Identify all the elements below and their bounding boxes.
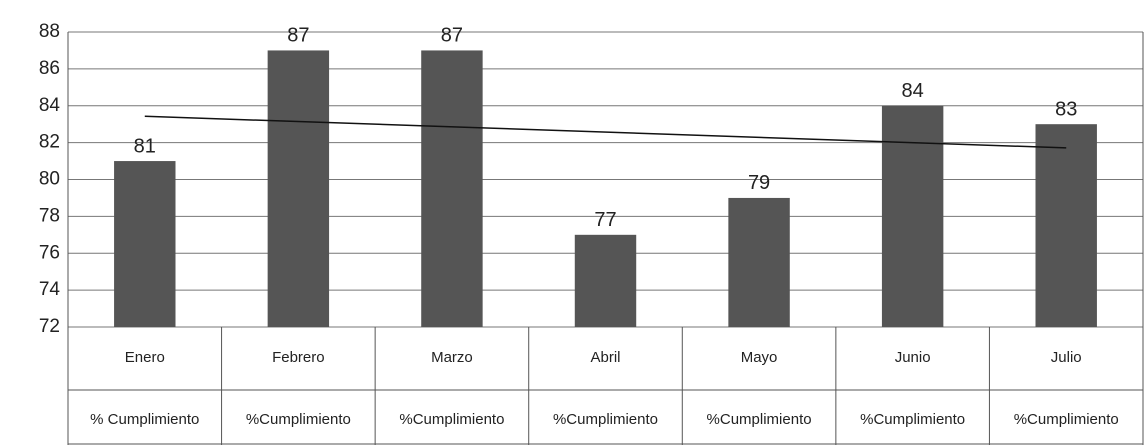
- x-tick-label: Enero: [125, 349, 165, 366]
- data-label: 87: [441, 25, 463, 47]
- x-sub-label: %Cumplimiento: [399, 411, 504, 428]
- x-sub-label: % Cumplimiento: [90, 411, 199, 428]
- trend-line: [144, 115, 1067, 149]
- y-tick-label: 76: [39, 242, 60, 263]
- x-tick-label: Junio: [895, 349, 931, 366]
- bar: [267, 50, 330, 327]
- y-tick-label: 86: [39, 58, 60, 79]
- bar: [574, 234, 637, 327]
- data-label: 83: [1055, 98, 1077, 120]
- x-tick-label: Julio: [1051, 349, 1082, 366]
- data-label: 84: [902, 80, 924, 102]
- y-tick-label: 80: [39, 169, 60, 190]
- bar: [1035, 124, 1097, 327]
- x-sub-label: %Cumplimiento: [553, 411, 658, 428]
- y-tick-label: 84: [39, 95, 61, 116]
- data-label: 81: [134, 135, 156, 157]
- y-tick-label: 72: [39, 316, 60, 337]
- bar: [881, 105, 944, 327]
- y-tick-label: 78: [39, 205, 60, 226]
- x-sub-label: %Cumplimiento: [1014, 411, 1119, 428]
- data-label: 79: [748, 172, 770, 194]
- x-tick-label: Mayo: [741, 349, 778, 366]
- x-tick-label: Marzo: [431, 349, 473, 366]
- x-sub-label: %Cumplimiento: [707, 411, 812, 428]
- y-tick-label: 74: [39, 279, 61, 300]
- data-label: 87: [287, 25, 309, 47]
- bar: [421, 50, 483, 327]
- bar: [114, 161, 176, 327]
- x-tick-label: Febrero: [272, 349, 325, 366]
- y-tick-label: 82: [39, 132, 60, 153]
- x-sub-label: %Cumplimiento: [246, 411, 351, 428]
- y-tick-label: 88: [39, 21, 60, 42]
- x-sub-label: %Cumplimiento: [860, 411, 965, 428]
- x-tick-label: Abril: [590, 349, 620, 366]
- data-label: 77: [594, 209, 616, 231]
- bar: [728, 197, 790, 327]
